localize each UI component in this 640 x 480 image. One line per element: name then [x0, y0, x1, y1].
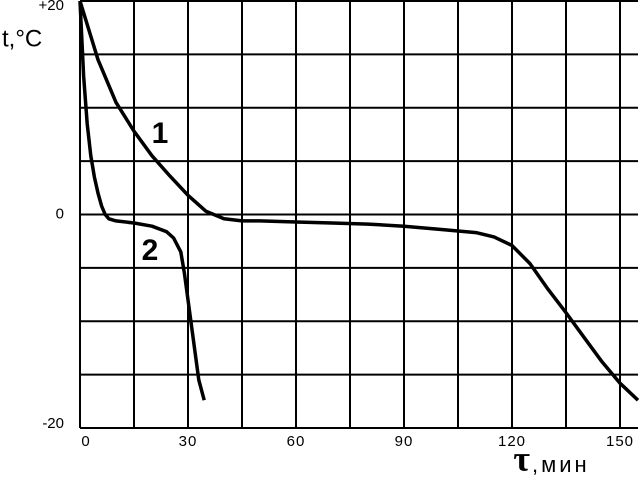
- y-axis-label: t,°C: [2, 25, 42, 52]
- series-line: [78, 0, 640, 402]
- series-label: 2: [142, 234, 159, 267]
- x-tick-label: 120: [498, 433, 526, 450]
- x-tick-label: 150: [606, 433, 634, 450]
- y-tick-label: 0: [56, 205, 64, 222]
- series-line: [78, 0, 206, 401]
- x-tick-label: 0: [81, 433, 90, 450]
- x-tick-label: 90: [395, 433, 414, 450]
- x-axis-unit: ,мин: [532, 452, 590, 477]
- series-label: 1: [152, 117, 169, 150]
- x-tick-label: 30: [179, 433, 198, 450]
- x-tick-label: 60: [287, 433, 306, 450]
- x-axis-symbol: τ: [513, 438, 530, 478]
- y-tick-label: -20: [42, 415, 64, 432]
- y-tick-label: +20: [39, 0, 64, 14]
